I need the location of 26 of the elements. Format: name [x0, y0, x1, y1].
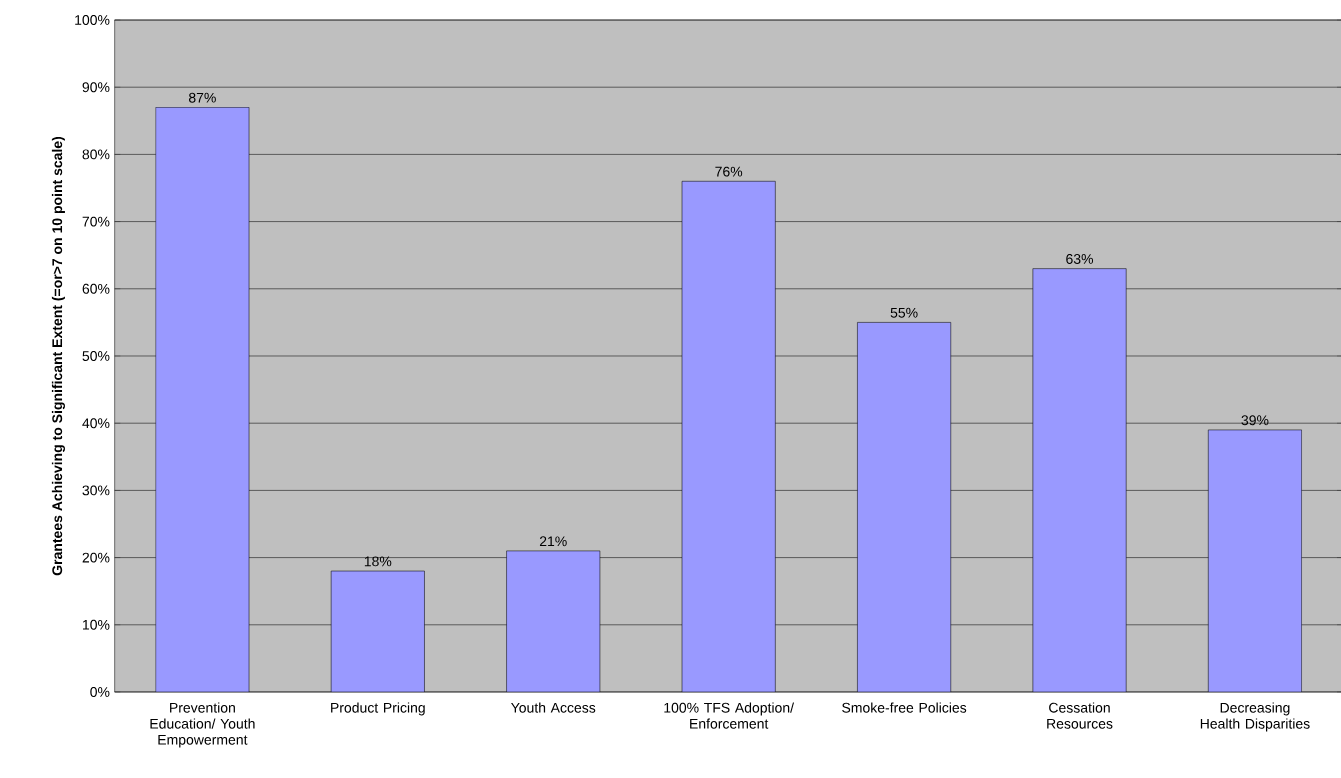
- data-label: 18%: [364, 556, 392, 567]
- y-tick-label: 60%: [82, 283, 110, 294]
- x-tick-label: Cessation Resources: [1047, 702, 1113, 729]
- y-tick-label: 10%: [83, 619, 110, 630]
- data-label: 55%: [890, 307, 918, 318]
- y-tick-label: 90%: [82, 82, 110, 93]
- x-tick-label: Prevention Education/ Youth Empowerment: [150, 702, 255, 748]
- data-label: 87%: [188, 92, 216, 103]
- y-tick-label: 70%: [82, 216, 110, 227]
- data-label: 21%: [539, 536, 567, 547]
- data-label: 39%: [1241, 415, 1269, 426]
- y-tick-label: 80%: [82, 149, 110, 160]
- x-tick-label: Youth Access: [511, 702, 596, 713]
- x-tick-label: 100% TFS Adoption/ Enforcement: [664, 702, 795, 729]
- data-label: 76%: [715, 166, 743, 177]
- y-axis-title: Grantees Achieving to Significant Extent (=or>7 on 10 point scale): [51, 136, 65, 576]
- y-tick-label: 30%: [82, 485, 110, 496]
- x-tick-label: Product Pricing: [331, 702, 425, 716]
- y-tick-label: 0%: [90, 687, 110, 697]
- y-tick-label: 40%: [82, 418, 110, 429]
- y-tick-label: 100%: [75, 15, 110, 25]
- x-tick-label: Decreasing Health Disparities: [1200, 702, 1310, 732]
- data-label: 63%: [1066, 254, 1094, 264]
- y-tick-label: 50%: [82, 351, 110, 361]
- y-tick-label: 20%: [82, 552, 110, 563]
- x-tick-label: Smoke-free Policies: [842, 702, 967, 713]
